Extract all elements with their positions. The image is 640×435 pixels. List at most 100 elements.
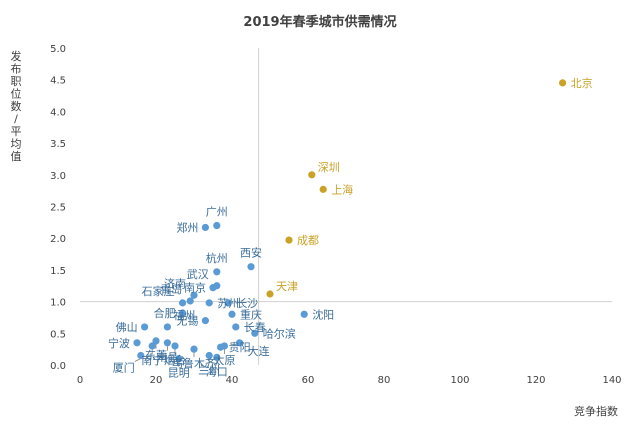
point-天津 [266,290,274,298]
point-西安 [247,263,255,271]
y-tick-label: 1.0 [50,298,66,309]
point-杭州 [213,268,221,276]
label-广州: 广州 [206,206,228,219]
label-烟台: 烟台 [164,353,186,367]
label-兰州: 兰州 [198,363,220,376]
x-axis-ticks: 0 20 40 60 80 100 120 140 [77,375,622,386]
label-乌鲁木齐: 乌鲁木齐 [172,356,216,370]
label-武汉: 武汉 [187,268,209,281]
label-西安: 西安 [240,246,262,260]
label-石家庄: 石家庄 [142,284,175,298]
x-tick-label: 60 [302,375,315,386]
x-tick-label: 40 [226,375,239,386]
label-上海: 上海 [331,182,353,196]
chart-title: 2019年春季城市供需情况 [243,14,396,30]
point-昆明 [175,355,183,363]
label-北京: 北京 [571,76,593,90]
y-tick-label: 2.0 [50,234,66,245]
point-郑州 [201,223,209,232]
y-axis-ticks: 0.0 0.5 1.0 1.5 2.0 2.5 3.0 3.5 4.0 4.5 5.0 [50,44,66,372]
y-tick-label: 0.5 [50,329,66,340]
point-长沙 [224,299,232,307]
label-贵阳: 贵阳 [229,341,251,354]
x-tick-label: 140 [602,375,621,386]
x-tick-label: 120 [526,375,545,386]
x-tick-label: 0 [77,375,83,386]
label-长沙: 长沙 [236,297,258,310]
leader-lines [134,343,225,367]
point-烟台 [171,342,179,350]
point-成都 [285,236,293,244]
y-axis-label-char: 发 [11,49,22,63]
point-佛山 [141,323,149,331]
label-苏州: 苏州 [217,297,239,310]
y-tick-label: 2.5 [50,203,66,214]
point-北京 [559,79,567,87]
point-深圳 [308,171,316,179]
y-tick-label: 4.0 [50,107,66,118]
y-tick-label: 3.5 [50,139,66,150]
point-福州 [163,323,171,331]
label-长春: 长春 [244,321,266,334]
point-重庆 [228,310,236,318]
label-大连: 大连 [248,344,270,358]
point-广州 [213,221,221,230]
point-太原 [220,342,228,350]
point-兰州 [205,351,213,360]
label-东莞: 东莞 [145,349,167,362]
x-tick-label: 80 [378,375,391,386]
y-axis-label-char: 均 [11,138,22,151]
point-济南 [190,291,198,299]
y-axis-label-char: 数 [11,100,22,113]
point-厦门 [137,351,145,360]
point-无锡 [201,317,209,325]
y-tick-label: 4.5 [50,76,66,87]
label-天津: 天津 [276,280,298,293]
y-tick-label: 3.0 [50,171,66,182]
point-乌鲁木齐 [190,345,198,353]
point-石家庄 [179,299,187,307]
point-长春 [232,323,240,331]
point-大连 [236,339,244,347]
point-海口 [213,353,221,361]
plot-area [80,48,612,365]
y-axis-label-char: 职 [11,75,22,88]
label-合肥: 合肥 [154,306,176,320]
point-苏州 [205,299,213,307]
y-axis-label-char: / [14,113,18,126]
point-南京 [209,284,217,292]
point-宁波 [133,339,141,347]
x-axis-label: 竞争指数 [574,404,618,418]
point-南宁 [148,342,156,350]
label-成都: 成都 [297,234,319,247]
label-青岛: 青岛 [160,282,182,296]
point-沈阳 [300,310,308,318]
label-重庆: 重庆 [240,307,262,321]
point-上海 [319,185,327,193]
data-points [133,79,567,363]
y-axis-label-char: 平 [11,125,22,138]
y-tick-label: 5.0 [50,44,66,55]
y-tick-label: 1.5 [50,266,66,277]
label-南昌: 南昌 [156,351,178,364]
x-tick-label: 100 [450,375,469,386]
label-昆明: 昆明 [168,367,190,380]
label-哈尔滨: 哈尔滨 [263,326,296,340]
y-axis-label-char: 值 [11,150,22,163]
label-南京: 南京 [184,281,206,295]
point-东莞 [152,337,160,345]
label-杭州: 杭州 [206,251,228,265]
label-厦门: 厦门 [113,360,135,374]
x-tick-label: 20 [150,375,163,386]
point-合肥 [179,309,187,317]
label-南宁: 南宁 [141,353,163,367]
label-海口: 海口 [206,364,228,378]
y-tick-label: 0.0 [50,361,66,372]
y-axis-label-char: 位 [11,87,22,101]
label-深圳: 深圳 [318,161,340,174]
label-宁波: 宁波 [108,336,130,350]
label-济南: 济南 [164,276,186,290]
